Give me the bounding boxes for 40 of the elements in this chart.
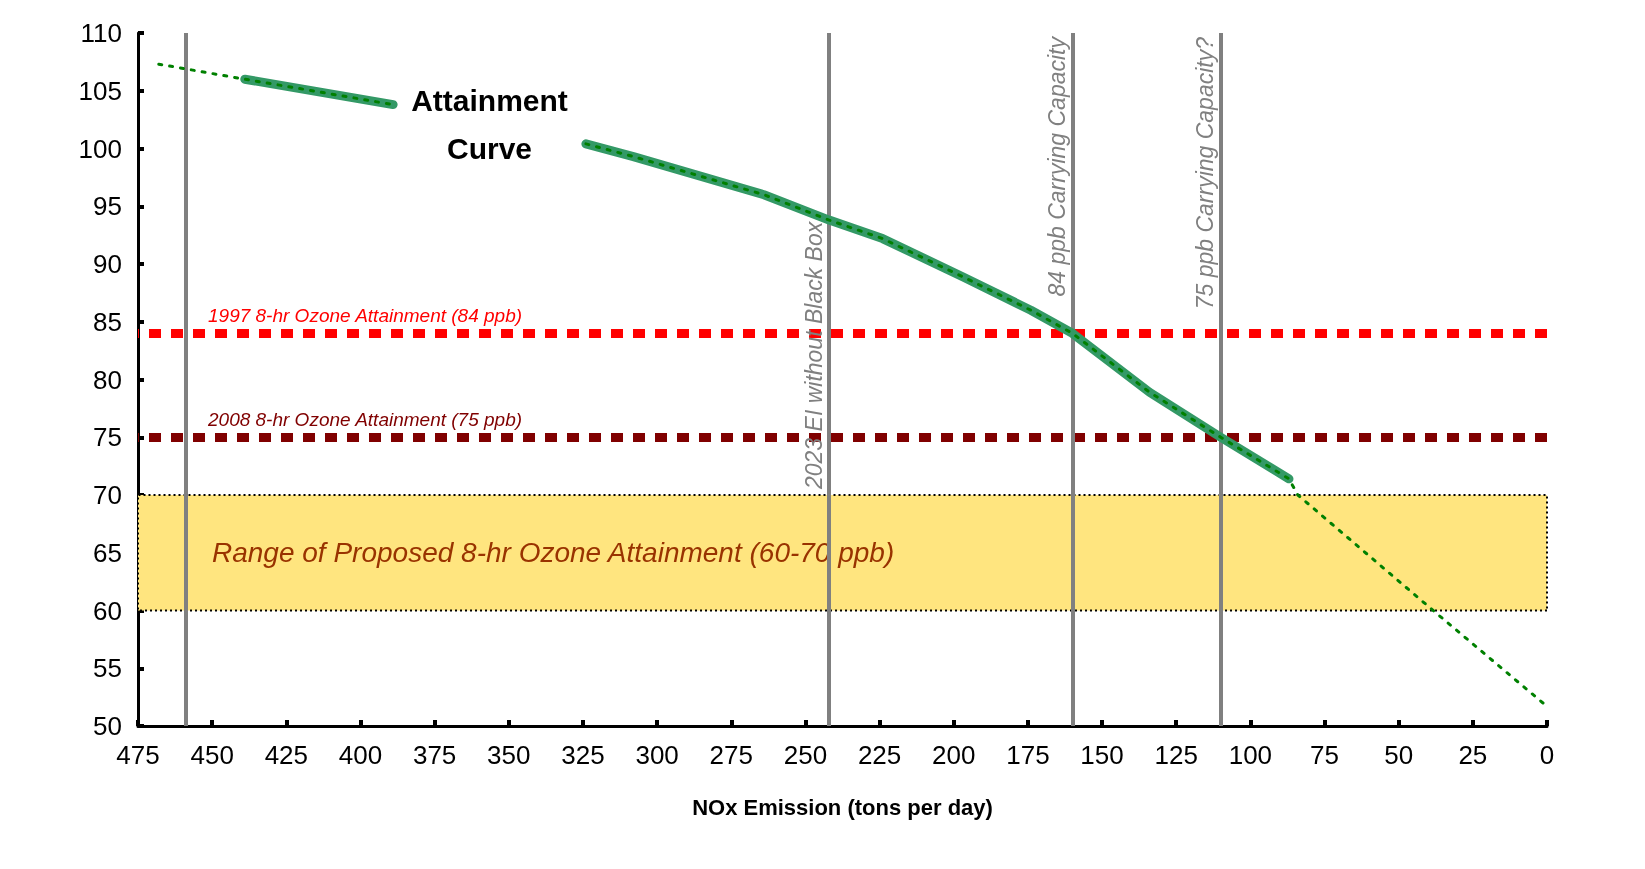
x-tick-label: 250 xyxy=(783,740,828,770)
ref-line-label: 2023 EI without Black Box xyxy=(800,220,827,490)
x-tick-label: 25 xyxy=(1458,740,1488,770)
x-tick-label: 300 xyxy=(635,740,679,770)
x-tick-label: 175 xyxy=(1006,740,1050,770)
y-tick-label: 110 xyxy=(80,18,122,48)
x-tick-label: 325 xyxy=(561,740,605,770)
x-tick-label: 275 xyxy=(709,740,753,770)
x-tick-label: 375 xyxy=(412,740,457,770)
x-tick-label: 200 xyxy=(932,740,976,770)
x-tick-label: 425 xyxy=(264,740,309,770)
y-tick-label: 75 xyxy=(93,422,122,453)
x-tick-label: 100 xyxy=(1228,740,1273,770)
y-tick-label: 85 xyxy=(93,306,122,337)
y-tick-label: 65 xyxy=(93,537,122,568)
x-tick-label: 50 xyxy=(1384,740,1414,770)
annotation: Attainment Curve xyxy=(411,83,568,165)
x-tick-label: 475 xyxy=(116,740,160,770)
ref-line-label: 75 ppb Carrying Capacity? xyxy=(1192,36,1219,310)
y-tick-label: 80 xyxy=(93,364,122,395)
x-tick-label: 75 xyxy=(1310,740,1339,770)
y-tick-label: 60 xyxy=(93,595,122,626)
y-tick-label: 95 xyxy=(93,191,122,222)
x-tick-label: 125 xyxy=(1154,740,1198,770)
x-tick-label: 0 xyxy=(1539,740,1555,770)
ref-line-label: 2008 8-hr Ozone Attainment (75 ppb) xyxy=(207,409,523,431)
y-tick-label: 100 xyxy=(78,133,122,164)
y-tick-label: 70 xyxy=(93,480,122,510)
x-tick-label: 350 xyxy=(487,740,531,770)
x-tick-label: 150 xyxy=(1080,740,1124,770)
y-tick-label: 55 xyxy=(93,653,122,684)
x-axis-title: NOx Emission (tons per day) xyxy=(692,794,993,820)
x-tick-label: 400 xyxy=(338,740,383,770)
ref-line-label: 84 ppb Carrying Capacity xyxy=(1043,35,1070,297)
y-tick-label: 50 xyxy=(93,711,122,741)
ref-line-label: 1997 8-hr Ozone Attainment (84 ppb) xyxy=(208,305,523,327)
y-tick-label: 105 xyxy=(78,75,122,106)
y-tick-label: 90 xyxy=(93,249,122,279)
x-tick-label: 225 xyxy=(857,740,902,770)
x-tick-label: 450 xyxy=(190,740,234,770)
